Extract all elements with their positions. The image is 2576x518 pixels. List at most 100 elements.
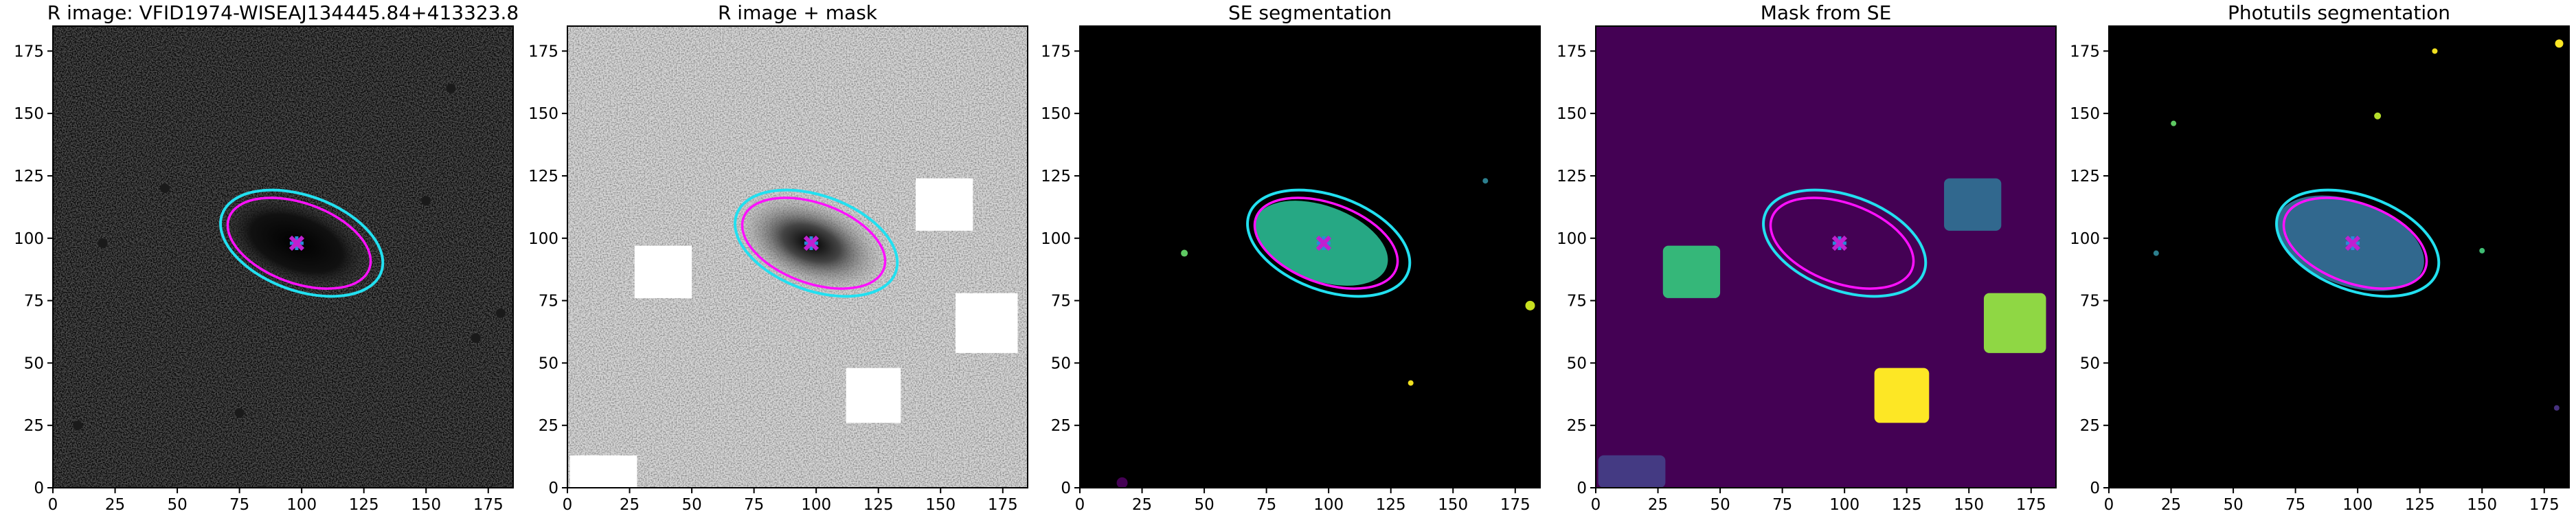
y-tick-label: 125 <box>1557 168 1587 185</box>
source <box>421 196 431 206</box>
y-tick-label: 150 <box>1557 105 1587 123</box>
x-tick-label: 0 <box>48 496 58 514</box>
panel-title: Photutils segmentation <box>2228 1 2450 24</box>
cyan-ellipse <box>1246 188 1412 298</box>
source <box>1525 300 1535 311</box>
y-tick-label: 125 <box>2070 168 2100 185</box>
x-tick-label: 25 <box>2161 496 2181 514</box>
y-tick-label: 100 <box>2070 230 2100 248</box>
x-tick-label: 175 <box>2016 496 2046 514</box>
y-tick-label: 75 <box>539 293 558 311</box>
x-tick-label: 150 <box>1438 496 1468 514</box>
source <box>495 308 506 318</box>
magenta-ellipse <box>1769 196 1915 290</box>
source <box>1408 380 1414 386</box>
y-tick-label: 175 <box>2070 43 2100 60</box>
y-tick-label: 75 <box>2080 293 2100 311</box>
x-tick-label: 25 <box>1648 496 1668 514</box>
y-tick-label: 175 <box>14 43 44 60</box>
y-tick-label: 75 <box>1051 293 1071 311</box>
magenta-ellipse <box>226 196 372 290</box>
x-tick-label: 150 <box>925 496 956 514</box>
panel: 0 25 50 75 100 125 150 175 0 25 50 75 100 125 150 175 R … <box>14 1 519 514</box>
panel-title: SE segmentation <box>1228 1 1392 24</box>
y-tick-label: 0 <box>34 480 44 497</box>
mask-region <box>1944 178 2002 231</box>
x-tick-label: 0 <box>1075 496 1085 514</box>
x-tick-label: 25 <box>105 496 125 514</box>
x-tick-label: 50 <box>167 496 187 514</box>
axes-frame <box>1595 25 2057 488</box>
axes-frame <box>1079 25 1541 488</box>
source <box>1181 249 1188 257</box>
y-tick-label: 0 <box>2090 480 2100 497</box>
x-tick-label: 150 <box>2467 496 2497 514</box>
y-tick-label: 150 <box>14 105 44 123</box>
y-tick-label: 125 <box>1041 168 1071 185</box>
cyan-ellipse <box>219 188 385 298</box>
y-tick-label: 125 <box>528 168 558 185</box>
center-x <box>1315 235 1332 251</box>
x-tick-label: 75 <box>744 496 764 514</box>
y-tick-label: 150 <box>1041 105 1071 123</box>
image <box>1080 26 1540 488</box>
center-x <box>2345 235 2361 251</box>
x-tick-label: 125 <box>2405 496 2435 514</box>
y-tick-label: 0 <box>548 480 558 497</box>
x-tick-label: 125 <box>1892 496 1922 514</box>
center-x <box>289 235 305 251</box>
source <box>2555 39 2564 48</box>
mask <box>846 368 901 423</box>
mask-region <box>1662 245 1721 298</box>
y-tick-label: 150 <box>528 105 558 123</box>
x-tick-label: 175 <box>988 496 1018 514</box>
source <box>446 83 456 93</box>
y-tick-label: 175 <box>1041 43 1071 60</box>
panel-title: R image: VFID1974-WISEAJ134445.84+413323… <box>47 1 519 24</box>
y-tick-label: 75 <box>1567 293 1587 311</box>
cyan-ellipse <box>2275 188 2441 298</box>
y-tick-label: 25 <box>2080 417 2100 435</box>
y-tick-label: 100 <box>1557 230 1587 248</box>
mask <box>634 245 692 298</box>
image <box>567 26 1028 488</box>
panel: 0 25 50 75 100 125 150 175 0 25 50 75 100 125 150 175 R … <box>528 1 1028 514</box>
y-tick-label: 25 <box>1051 417 1071 435</box>
x-tick-label: 175 <box>1500 496 1530 514</box>
y-tick-label: 175 <box>528 43 558 60</box>
panel: 0 25 50 75 100 125 150 175 0 25 50 75 100 125 150 175 Ph… <box>2070 1 2570 514</box>
center-x <box>803 235 820 251</box>
source <box>2553 405 2560 411</box>
source <box>73 420 83 431</box>
source <box>2374 112 2382 120</box>
y-tick-label: 25 <box>539 417 558 435</box>
magenta-ellipse <box>741 196 887 290</box>
source <box>471 333 481 344</box>
image <box>2109 26 2569 488</box>
axes-frame <box>567 25 1028 488</box>
x-tick-label: 25 <box>620 496 640 514</box>
x-tick-label: 100 <box>286 496 317 514</box>
source <box>2153 250 2159 256</box>
x-tick-label: 100 <box>801 496 831 514</box>
y-tick-label: 100 <box>528 230 558 248</box>
panel-title: R image + mask <box>718 1 878 24</box>
y-tick-label: 50 <box>24 354 44 372</box>
axes-frame <box>52 25 514 488</box>
x-tick-label: 50 <box>2223 496 2243 514</box>
mask <box>569 455 637 488</box>
x-tick-label: 100 <box>2342 496 2373 514</box>
x-tick-label: 0 <box>2104 496 2114 514</box>
y-tick-label: 175 <box>1557 43 1587 60</box>
y-tick-label: 125 <box>14 168 44 185</box>
source <box>159 183 170 194</box>
x-tick-label: 0 <box>563 496 573 514</box>
x-tick-label: 75 <box>2285 496 2305 514</box>
y-tick-label: 50 <box>1567 354 1587 372</box>
cyan-ellipse <box>734 188 899 298</box>
x-tick-label: 75 <box>1256 496 1276 514</box>
mask <box>955 293 1018 353</box>
axes-frame <box>2108 25 2570 488</box>
y-tick-label: 25 <box>24 417 44 435</box>
